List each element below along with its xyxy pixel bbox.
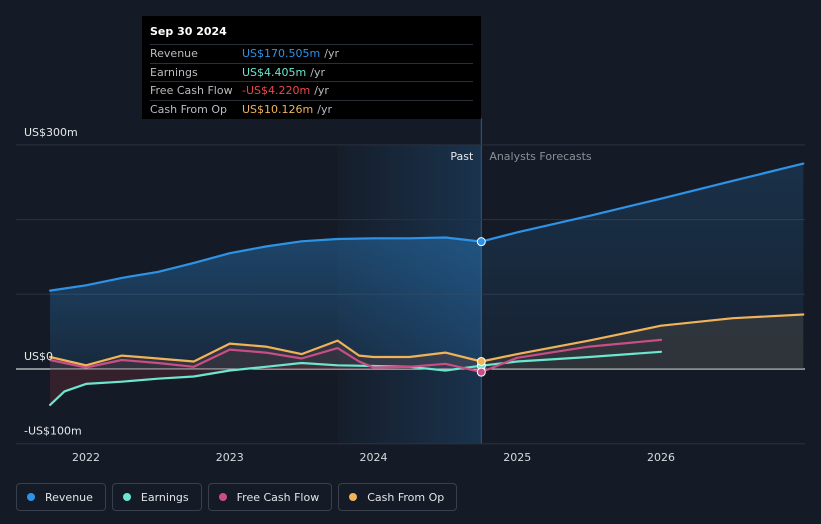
tooltip-row-label: Cash From Op [150, 102, 228, 116]
legend-label: Free Cash Flow [236, 490, 320, 504]
tooltip-row-cash-from-op: Cash From Op US$10.126m /yr [150, 99, 473, 119]
x-tick-label: 2026 [647, 451, 675, 464]
tooltip-row-label: Earnings [150, 65, 198, 79]
past-label: Past [450, 150, 474, 163]
tooltip-row-label: Revenue [150, 47, 198, 61]
free-cash-flow-marker [476, 367, 486, 377]
tooltip-row-unit: /yr [317, 102, 332, 116]
x-tick-label: 2023 [216, 451, 244, 464]
tooltip-row-value: US$170.505m [242, 47, 321, 61]
legend-item-free-cash-flow[interactable]: Free Cash Flow [207, 483, 333, 511]
earnings-area-past [50, 363, 482, 405]
legend-item-revenue[interactable]: Revenue [16, 483, 106, 511]
legend-dot-icon [27, 493, 35, 501]
legend-label: Revenue [45, 490, 93, 504]
tooltip-row-unit: /yr [324, 47, 339, 61]
legend-label: Earnings [140, 490, 189, 504]
x-tick-label: 2022 [72, 451, 100, 464]
y-tick-label: US$0 [24, 350, 53, 363]
legend-dot-icon [218, 493, 227, 501]
tooltip: Sep 30 2024 Revenue US$170.505m /yr Earn… [142, 16, 481, 119]
revenue-marker [476, 237, 486, 247]
earnings-line [49, 350, 663, 406]
legend-label: Cash From Op [367, 490, 445, 504]
tooltip-row-free-cash-flow: Free Cash Flow -US$4.220m /yr [150, 81, 473, 100]
x-tick-label: 2024 [360, 451, 388, 464]
tooltip-date: Sep 30 2024 [150, 25, 227, 38]
tooltip-row-unit: /yr [310, 65, 325, 79]
tooltip-row-earnings: Earnings US$4.405m /yr [150, 62, 473, 82]
tooltip-row-unit: /yr [314, 84, 329, 98]
tooltip-row-revenue: Revenue US$170.505m /yr [150, 44, 473, 63]
y-tick-label: US$300m [24, 126, 78, 139]
tooltip-row-value: US$4.405m [242, 65, 307, 79]
cash-from-op-line [49, 313, 805, 367]
revenue-line [49, 162, 805, 292]
tooltip-row-value: US$10.126m [242, 102, 314, 116]
revenue-area-forecast [481, 163, 804, 369]
tooltip-row-value: -US$4.220m [242, 84, 311, 98]
forecast-label: Analysts Forecasts [489, 150, 592, 163]
tooltip-row-label: Free Cash Flow [150, 84, 233, 98]
cash-from-op-marker [476, 356, 486, 366]
free-cash-flow-line [49, 338, 663, 374]
y-tick-label: -US$100m [24, 425, 82, 438]
legend-dot-icon [349, 493, 358, 501]
legend: Revenue Earnings Free Cash Flow Cash Fro… [16, 483, 458, 511]
legend-item-earnings[interactable]: Earnings [111, 483, 202, 511]
legend-item-cash-from-op[interactable]: Cash From Op [338, 483, 458, 511]
revenue-area-past [50, 237, 482, 369]
x-tick-label: 2025 [503, 451, 531, 464]
legend-dot-icon [122, 493, 131, 501]
